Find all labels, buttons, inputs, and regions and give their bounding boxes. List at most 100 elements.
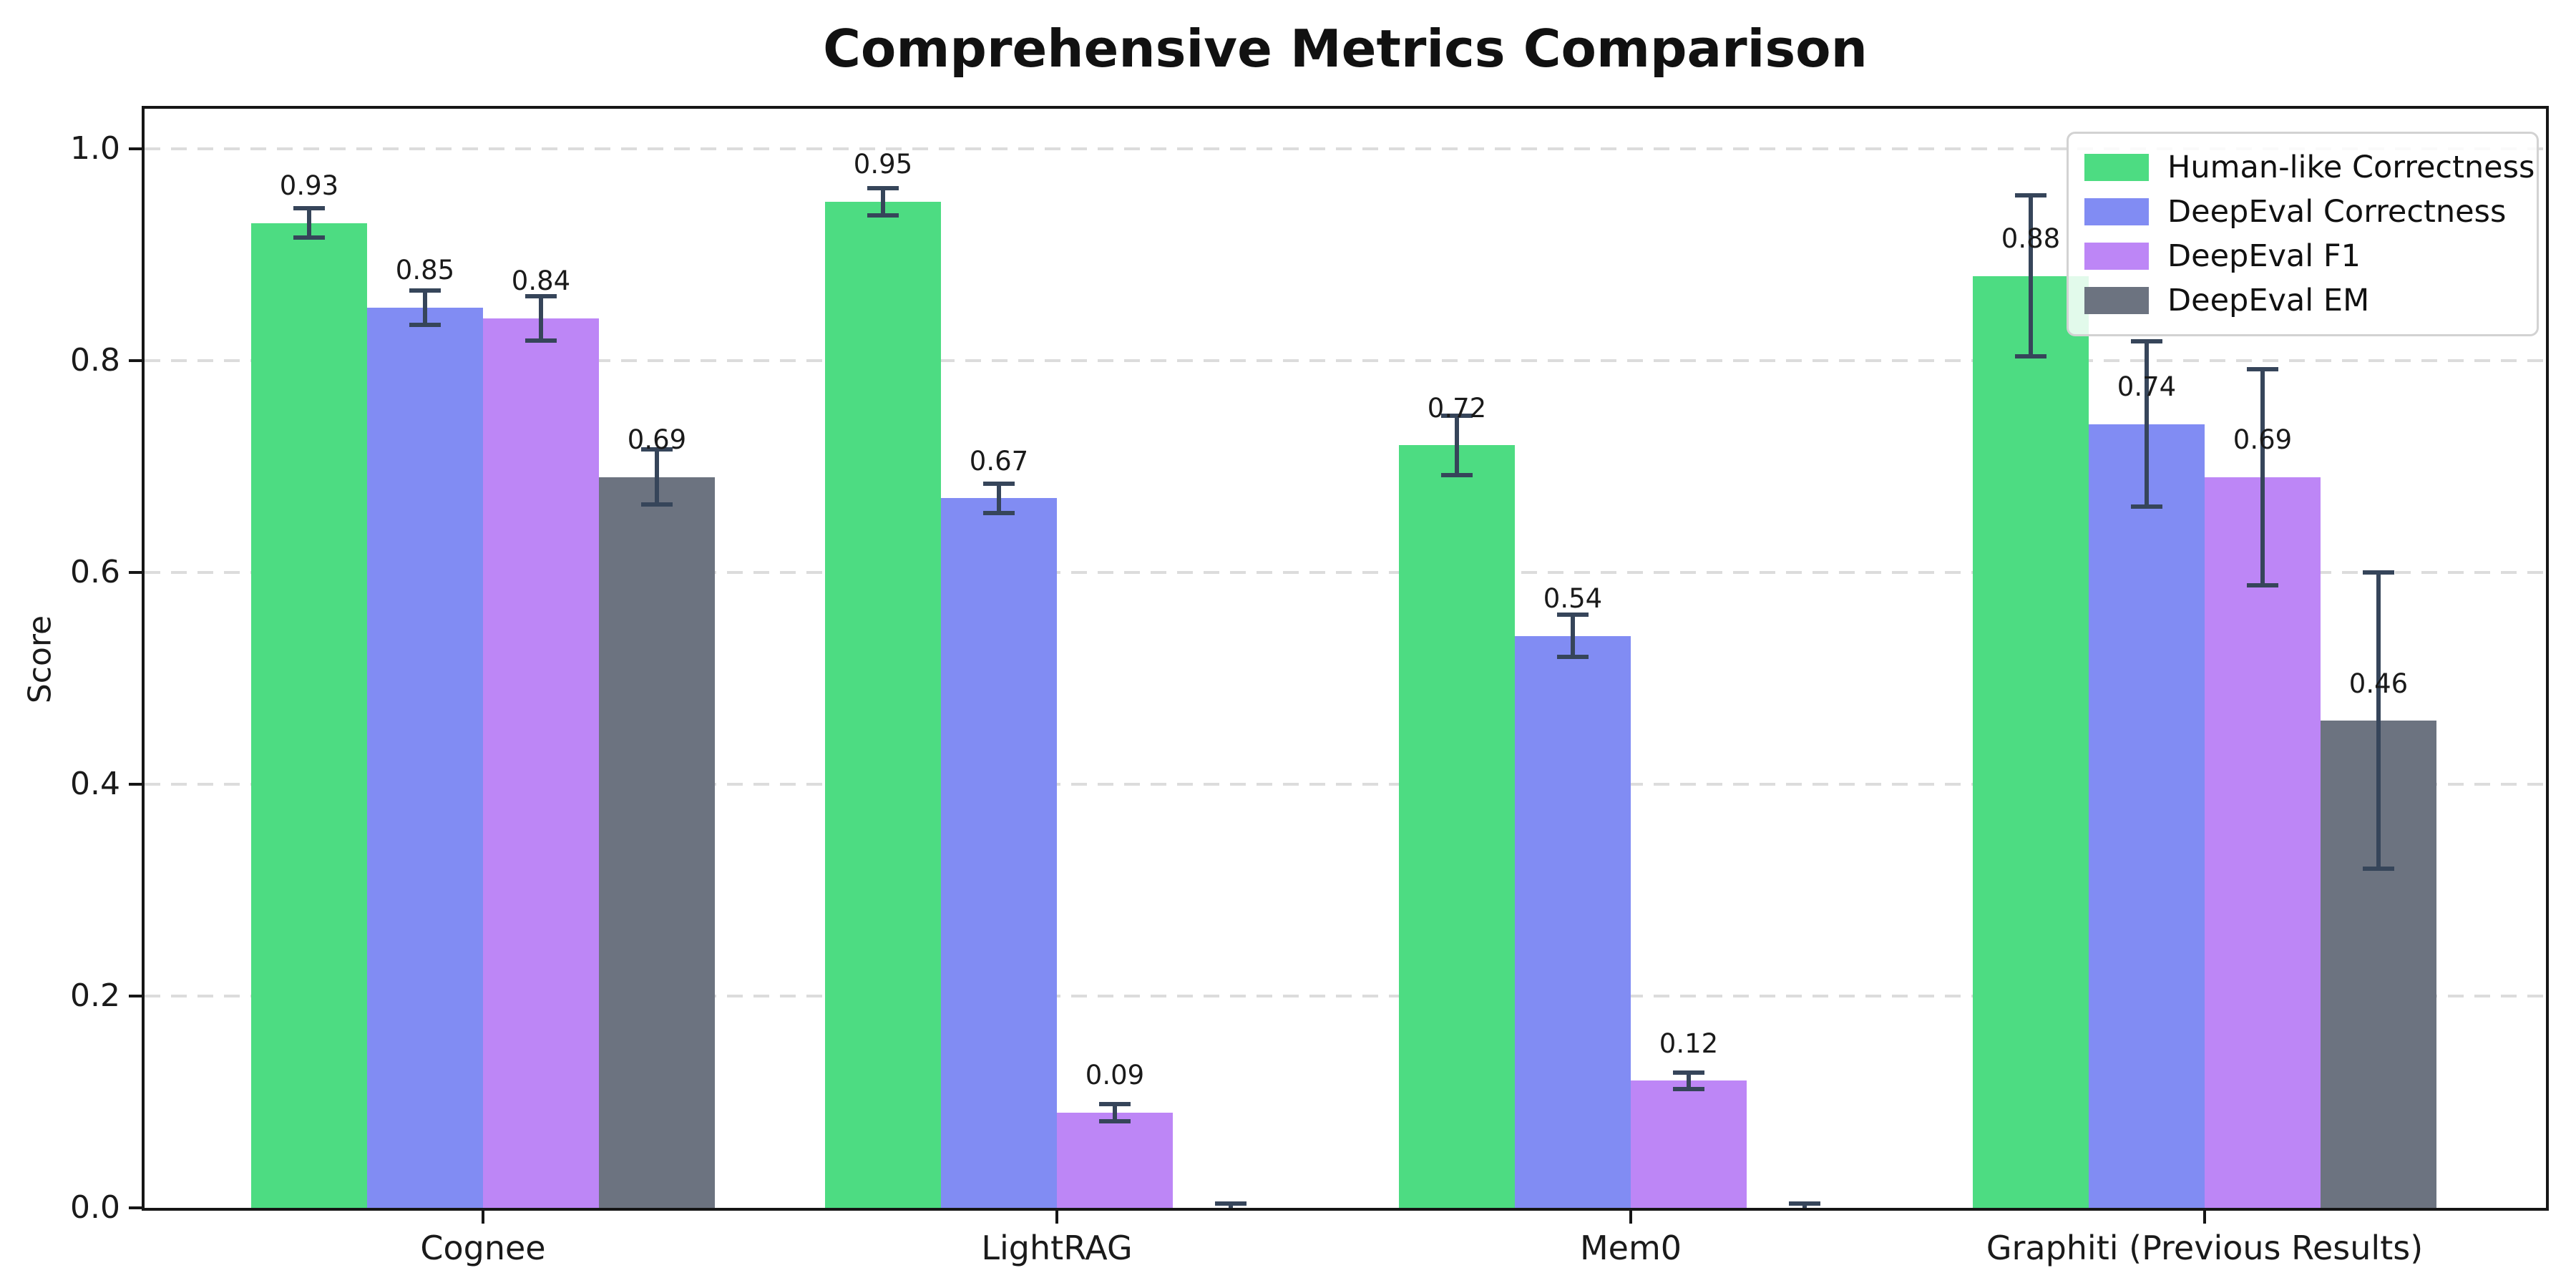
legend-swatch: [2084, 287, 2149, 314]
bar-value-label: 0.74: [2117, 371, 2177, 403]
bar: [599, 477, 715, 1208]
bar: [2089, 424, 2205, 1208]
bar: [367, 308, 483, 1208]
error-bar-cap: [1789, 1201, 1820, 1206]
y-tick: [129, 147, 142, 150]
x-tick-label: Cognee: [420, 1229, 546, 1267]
error-bar: [655, 449, 659, 505]
error-bar: [2029, 195, 2033, 357]
error-bar: [1113, 1103, 1117, 1121]
bar: [1973, 275, 2089, 1208]
error-bar-cap: [2363, 867, 2394, 872]
bar-value-label: 0.72: [1427, 392, 1487, 424]
y-tick: [129, 359, 142, 362]
legend-swatch: [2084, 154, 2149, 181]
error-bar: [539, 296, 543, 341]
bar-value-label: 0.85: [395, 255, 455, 286]
bar: [2205, 477, 2321, 1208]
error-bar: [997, 483, 1001, 514]
legend-item: DeepEval Correctness: [2084, 190, 2521, 234]
bar-value-label: 0.46: [2348, 668, 2409, 699]
error-bar-cap: [1789, 1210, 1820, 1211]
error-bar-cap: [2363, 570, 2394, 575]
legend-item: DeepEval F1: [2084, 234, 2521, 278]
error-bar-cap: [409, 322, 441, 327]
error-bar: [1687, 1072, 1691, 1090]
grid-line: [145, 147, 2546, 150]
grid-line: [145, 571, 2546, 574]
error-bar-cap: [1441, 413, 1473, 418]
bar: [1399, 445, 1515, 1208]
bar-value-label: 0.67: [969, 445, 1029, 477]
error-bar-cap: [409, 288, 441, 293]
y-tick: [129, 995, 142, 997]
legend-label: DeepEval EM: [2167, 283, 2370, 318]
legend-swatch: [2084, 198, 2149, 225]
error-bar: [2145, 341, 2149, 507]
bar: [825, 202, 941, 1208]
legend-swatch: [2084, 243, 2149, 270]
error-bar: [2376, 572, 2381, 869]
error-bar-cap: [293, 205, 325, 210]
y-tick: [129, 783, 142, 786]
legend-item: Human-like Correctness: [2084, 145, 2534, 190]
x-tick-label: Mem0: [1579, 1229, 1682, 1267]
chart-title: Comprehensive Metrics Comparison: [823, 19, 1868, 79]
bar: [1631, 1080, 1747, 1208]
error-bar-cap: [1099, 1118, 1131, 1123]
error-bar-cap: [1673, 1087, 1704, 1092]
bar-value-label: 0.69: [627, 424, 687, 456]
error-bar-cap: [2131, 339, 2162, 344]
bar-value-label: 0.88: [2001, 223, 2061, 254]
y-tick-label: 0.0: [70, 1189, 120, 1226]
grid-line: [145, 359, 2546, 362]
error-bar: [2260, 369, 2265, 585]
error-bar-cap: [1557, 613, 1589, 618]
x-tick-label: LightRAG: [981, 1229, 1133, 1267]
bar-value-label: 0.95: [853, 149, 913, 180]
bar: [251, 223, 367, 1208]
legend-label: DeepEval Correctness: [2167, 194, 2507, 230]
bar-value-label: 0.09: [1085, 1060, 1145, 1091]
y-tick-label: 0.2: [70, 977, 120, 1014]
bar: [483, 318, 599, 1208]
x-tick: [482, 1211, 484, 1224]
x-tick: [1629, 1211, 1632, 1224]
error-bar-cap: [2015, 193, 2046, 198]
y-tick-label: 1.0: [70, 130, 120, 167]
error-bar: [307, 208, 311, 238]
error-bar-cap: [2247, 582, 2278, 587]
error-bar-cap: [293, 235, 325, 240]
bar-value-label: 0.93: [279, 170, 339, 201]
grid-line: [145, 783, 2546, 786]
bar: [941, 498, 1057, 1208]
error-bar-cap: [1215, 1210, 1246, 1211]
bar-value-label: 0.12: [1659, 1028, 1719, 1059]
error-bar-cap: [2131, 504, 2162, 509]
error-bar-cap: [2247, 366, 2278, 371]
bar-value-label: 0.84: [511, 265, 571, 297]
bar-value-label: 0.54: [1543, 583, 1603, 615]
y-tick: [129, 1206, 142, 1209]
error-bar-cap: [1557, 655, 1589, 660]
error-bar-cap: [867, 213, 899, 218]
error-bar-cap: [641, 447, 673, 452]
error-bar-cap: [983, 481, 1015, 486]
y-axis-label: Score: [21, 615, 59, 704]
legend: Human-like Correctness DeepEval Correctne…: [2067, 132, 2539, 336]
legend-label: DeepEval F1: [2167, 238, 2361, 274]
error-bar-cap: [1215, 1201, 1246, 1206]
error-bar-cap: [525, 293, 557, 298]
error-bar-cap: [867, 185, 899, 190]
error-bar: [1571, 615, 1575, 658]
error-bar-cap: [1673, 1070, 1704, 1075]
error-bar-cap: [1441, 472, 1473, 477]
bar: [1515, 635, 1631, 1208]
y-tick-label: 0.4: [70, 766, 120, 802]
error-bar-cap: [1099, 1101, 1131, 1106]
error-bar-cap: [983, 511, 1015, 516]
error-bar: [423, 291, 427, 325]
bar-value-label: 0.69: [2233, 424, 2293, 456]
x-tick: [1055, 1211, 1058, 1224]
